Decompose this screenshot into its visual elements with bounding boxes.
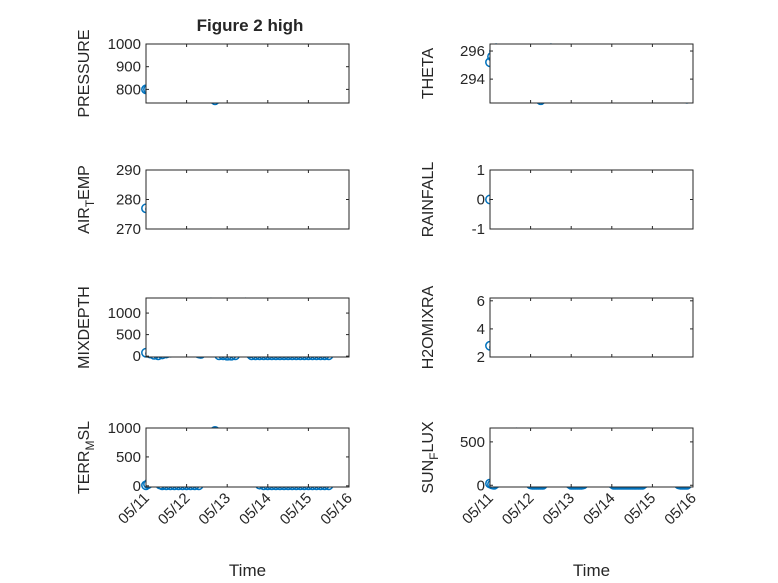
- y-tick-label: 1: [477, 162, 485, 179]
- axes-box: [145, 297, 350, 358]
- subplot-4: -1 0 1 RAINFALL: [420, 162, 694, 238]
- subplot-5: 0 500 1000 MIXDEPTH: [76, 286, 350, 369]
- y-tick-label: 270: [116, 221, 141, 238]
- y-tick-label: 1000: [108, 36, 141, 53]
- y-axis-label: H2OMIXRA: [420, 285, 437, 369]
- y-tick-label: 296: [460, 43, 485, 60]
- y-axis-label: AIRTEMP: [76, 165, 97, 234]
- axes-box: [489, 427, 694, 488]
- y-tick-label: 1000: [108, 305, 141, 322]
- y-tick-label: -1: [472, 221, 485, 238]
- y-tick-label: 500: [116, 449, 141, 466]
- y-tick-label: 900: [116, 59, 141, 76]
- subplot-3: 270 280 290 AIRTEMP: [76, 162, 350, 238]
- y-tick-label: 800: [116, 81, 141, 98]
- y-tick-label: 2: [477, 349, 485, 366]
- figure-title: Figure 2 high: [197, 16, 304, 35]
- y-tick-label: 500: [116, 327, 141, 344]
- x-axis-label: Time: [229, 561, 266, 580]
- y-tick-label: 1000: [108, 420, 141, 437]
- subplot-2: 294 296 THETA: [420, 43, 694, 106]
- y-tick-label: 500: [460, 434, 485, 451]
- y-axis-label: MIXDEPTH: [76, 286, 93, 369]
- y-axis-label: PRESSURE: [76, 29, 93, 117]
- y-axis-label: RAINFALL: [420, 162, 437, 238]
- axes-box: [489, 297, 694, 358]
- axes-box: [489, 169, 694, 230]
- y-tick-label: 6: [477, 293, 485, 310]
- y-tick-label: 0: [133, 348, 141, 365]
- axes-box: [145, 169, 350, 230]
- subplot-1: 800 900 1000 PRESSURE: [76, 29, 350, 118]
- y-tick-label: 0: [477, 477, 485, 494]
- y-axis-label: SUNFLUX: [420, 421, 441, 494]
- y-tick-label: 290: [116, 162, 141, 179]
- y-tick-label: 280: [116, 192, 141, 209]
- y-tick-label: 294: [460, 71, 485, 88]
- y-tick-label: 0: [477, 192, 485, 209]
- y-tick-label: 0: [133, 478, 141, 495]
- y-axis-label: TERRMSL: [76, 421, 97, 494]
- y-axis-label: THETA: [420, 48, 437, 100]
- subplot-6: 2 4 6 H2OMIXRA: [420, 285, 694, 369]
- axes-box: [145, 43, 350, 104]
- x-axis-label: Time: [573, 561, 610, 580]
- axes-box: [489, 43, 694, 104]
- axes-box: [145, 427, 350, 488]
- y-tick-label: 4: [477, 321, 485, 338]
